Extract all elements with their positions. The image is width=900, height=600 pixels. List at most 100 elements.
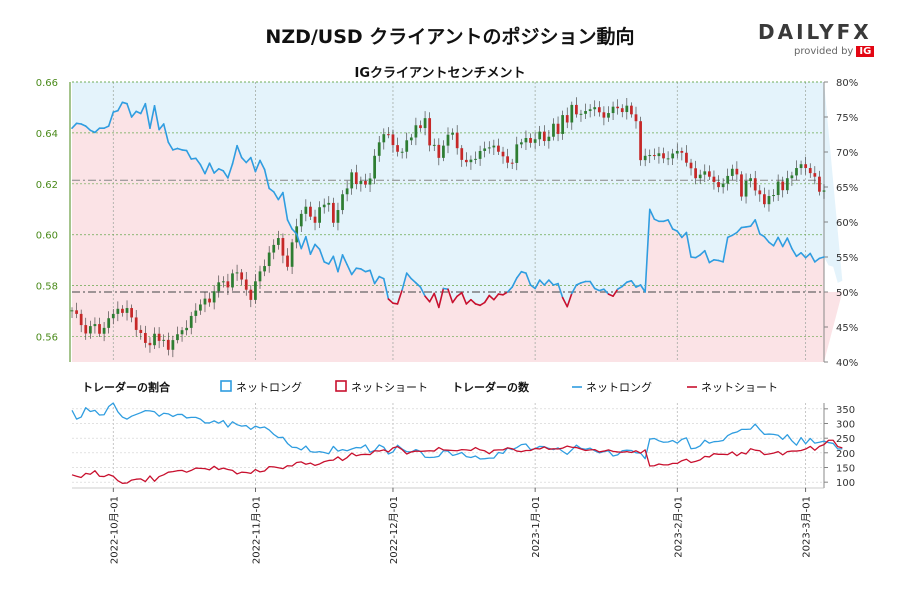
sentiment-segment-144 — [726, 234, 734, 239]
sentiment-segment-78 — [424, 295, 431, 303]
candle-body-97 — [515, 144, 519, 163]
count-tick-label-5: 350 — [836, 405, 855, 416]
candle-body-43 — [267, 252, 271, 267]
sentiment-segment-17 — [144, 102, 151, 129]
y2-tick-label-2: 50% — [836, 288, 858, 299]
sentiment-segment-114 — [589, 280, 596, 290]
y2-tick-label-4: 60% — [836, 218, 858, 229]
sentiment-segment-60 — [341, 254, 348, 266]
y-tick-label-5: 0.66 — [36, 78, 58, 89]
candle-body-28 — [199, 304, 202, 311]
sentiment-segment-160 — [800, 252, 807, 259]
legend-long-count-label: ネットロング — [586, 380, 652, 394]
candle-body-150 — [758, 190, 762, 195]
sentiment-segment-36 — [231, 144, 238, 165]
candle-body-111 — [579, 113, 583, 115]
sentiment-segment-126 — [644, 208, 651, 293]
candle-body-146 — [740, 174, 743, 197]
candle-body-117 — [607, 113, 610, 118]
y-tick-label-1: 0.58 — [36, 282, 58, 293]
sentiment-segment-97 — [511, 277, 518, 288]
candle-body-63 — [359, 181, 363, 185]
sentiment-segment-157 — [786, 237, 793, 250]
sentiment-segment-163 — [814, 257, 821, 263]
candle-body-35 — [231, 273, 234, 288]
sentiment-segment-18 — [149, 105, 156, 129]
top-panel: 0.56 0.58 0.60 0.62 0.64 0.66 40% 45% 50% 55% 60% 6… — [36, 78, 858, 488]
candle-body-52 — [309, 206, 312, 217]
sentiment-segment-46 — [277, 191, 284, 201]
logo-wordmark: DAILYFX — [758, 20, 872, 44]
sentiment-segment-5 — [89, 129, 96, 134]
sentiment-segment-72 — [396, 289, 403, 305]
candle-body-135 — [689, 162, 693, 169]
candle-body-156 — [785, 178, 789, 191]
candle-body-4 — [88, 326, 92, 334]
sentiment-segment-56 — [323, 261, 330, 265]
sentiment-segment-81 — [438, 287, 445, 309]
candle-body-159 — [799, 164, 803, 169]
candle-body-162 — [813, 173, 817, 177]
candle-body-9 — [111, 313, 115, 319]
y-tick-label-2: 0.60 — [36, 231, 58, 242]
candle-body-11 — [121, 308, 124, 313]
candle-body-31 — [212, 291, 216, 303]
candle-body-79 — [432, 144, 436, 146]
candle-body-77 — [423, 118, 427, 129]
candle-body-134 — [685, 152, 688, 163]
count-tick-label-4: 300 — [836, 420, 855, 431]
candle-body-98 — [519, 142, 523, 145]
sentiment-segment-155 — [777, 236, 784, 248]
y2-tick-label-1: 45% — [836, 323, 858, 334]
candle-body-69 — [387, 134, 390, 136]
candle-body-100 — [529, 138, 532, 143]
sentiment-segment-52 — [305, 235, 312, 255]
sentiment-segment-66 — [369, 269, 376, 285]
candle-body-157 — [790, 175, 794, 179]
candle-body-130 — [666, 158, 670, 160]
logo-provided-by: provided by IG — [794, 46, 875, 57]
candle-body-20 — [162, 339, 166, 341]
candle-body-81 — [442, 145, 445, 158]
x-axis: 2022-10月-01 2022-11月-01 2022-12月-01 2023-1月… — [108, 488, 813, 564]
sentiment-segment-26 — [185, 149, 193, 160]
candle-body-15 — [139, 329, 143, 333]
sentiment-segment-125 — [639, 284, 646, 293]
count-tick-label-1: 150 — [836, 463, 855, 474]
candle-body-60 — [345, 188, 349, 195]
sentiment-segment-39 — [245, 156, 252, 164]
candle-body-80 — [437, 144, 441, 158]
sentiment-segment-21 — [162, 123, 170, 143]
sentiment-segment-118 — [607, 293, 614, 298]
sentiment-segment-47 — [282, 191, 289, 221]
candle-body-87 — [469, 159, 473, 163]
candle-body-119 — [616, 106, 620, 109]
sentiment-segment-35 — [227, 163, 234, 179]
legend-count-title: トレーダーの数 — [452, 380, 530, 394]
sentiment-segment-120 — [616, 285, 624, 291]
candle-body-164 — [822, 190, 826, 192]
sentiment-segment-34 — [222, 170, 229, 179]
candle-body-129 — [662, 153, 665, 159]
sentiment-segment-75 — [410, 277, 417, 284]
candle-body-124 — [639, 121, 642, 161]
sentiment-segment-64 — [360, 268, 367, 273]
legend-short-box — [335, 380, 347, 392]
x-tick-label-5: 2023-3月-01 — [801, 496, 813, 558]
sentiment-segment-161 — [804, 252, 812, 259]
candle-body-76 — [419, 125, 422, 129]
candle-body-120 — [620, 108, 624, 113]
candle-body-110 — [575, 104, 578, 115]
candle-body-147 — [744, 181, 748, 197]
candle-body-106 — [556, 123, 560, 134]
sentiment-segment-105 — [548, 279, 555, 286]
candle-body-83 — [451, 132, 454, 135]
candle-body-158 — [795, 168, 798, 176]
candle-body-93 — [497, 145, 500, 152]
candle-body-14 — [134, 317, 138, 330]
sentiment-segment-146 — [736, 226, 743, 234]
sentiment-segment-108 — [561, 296, 569, 308]
candle-body-53 — [313, 216, 317, 223]
y-tick-label-3: 0.62 — [36, 180, 58, 191]
candle-body-144 — [730, 168, 734, 176]
